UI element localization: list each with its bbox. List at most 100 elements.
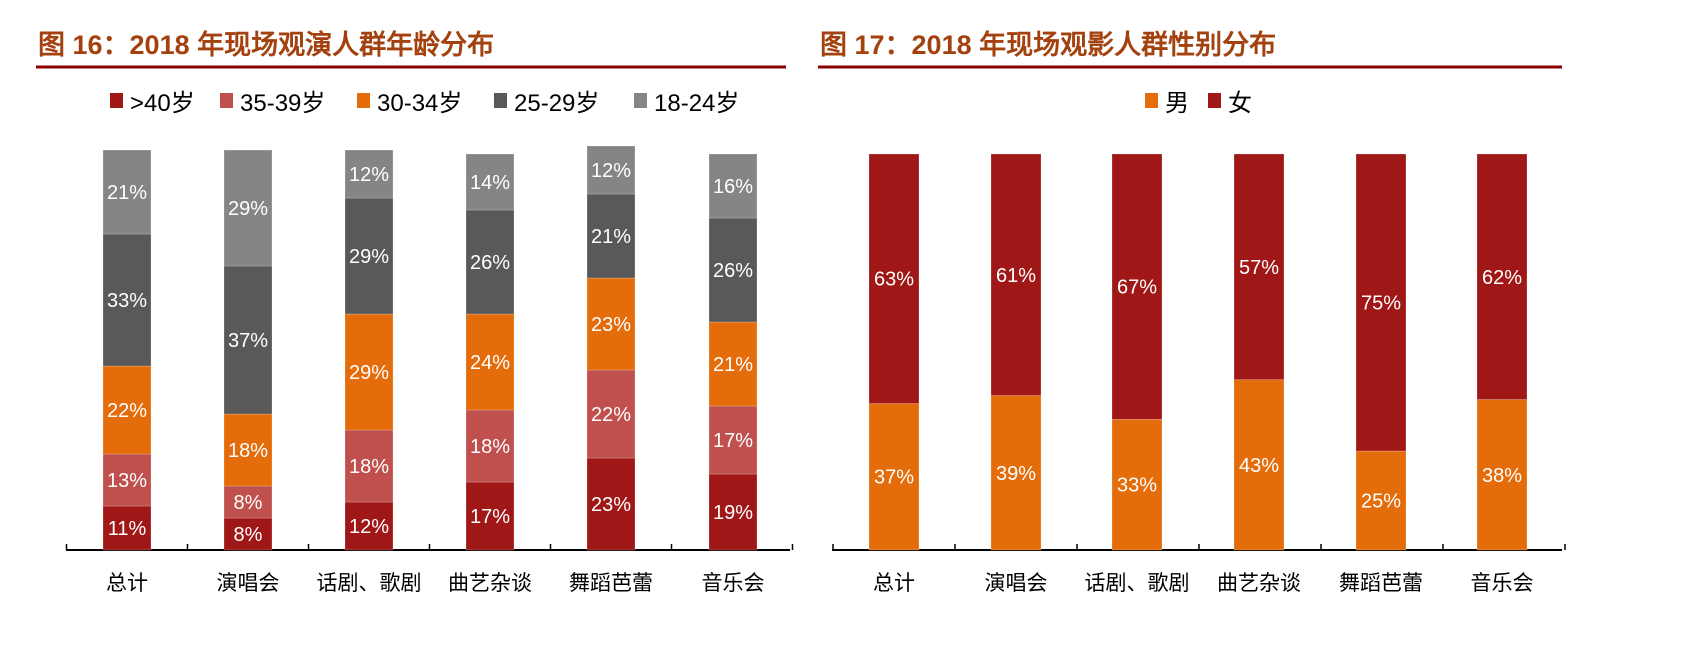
data-label: 37% [874, 467, 914, 489]
legend-label: 18-24岁 [654, 90, 739, 117]
data-label: 37% [228, 330, 268, 352]
bar-segment [223, 149, 273, 267]
bar-segment [465, 409, 515, 483]
data-label: 24% [470, 352, 510, 374]
x-tick-label: 音乐会 [702, 572, 765, 595]
data-label: 75% [1361, 293, 1401, 315]
legend-label: 25-29岁 [514, 90, 599, 117]
bar-segment [990, 395, 1042, 551]
bar-segment [465, 209, 515, 315]
data-label: 13% [107, 470, 147, 492]
bar-segment [1111, 153, 1163, 420]
bar-segment [1233, 153, 1285, 381]
data-label: 33% [107, 290, 147, 312]
legend-label: 女 [1228, 90, 1252, 117]
bar-segment [465, 313, 515, 411]
chart-title: 图 17：2018 年现场观影人群性别分布 [820, 29, 1276, 60]
bar-segment [868, 403, 920, 551]
bar-segment [102, 365, 152, 455]
bar-segment [708, 405, 758, 475]
data-label: 57% [1239, 257, 1279, 279]
bar-segment [102, 149, 152, 235]
legend-label: 30-34岁 [377, 90, 462, 117]
bar-segment [708, 153, 758, 219]
bar-segment [708, 217, 758, 323]
bar-segment [465, 481, 515, 551]
x-tick-label: 曲艺杂谈 [448, 572, 532, 595]
data-label: 21% [107, 182, 147, 204]
x-tick-label: 总计 [106, 572, 148, 595]
data-label: 8% [234, 492, 263, 514]
data-label: 17% [470, 506, 510, 528]
x-tick-label: 总计 [873, 572, 915, 595]
legend-swatch [1208, 93, 1221, 108]
x-tick-label: 音乐会 [1471, 572, 1534, 595]
data-label: 38% [1482, 465, 1522, 487]
bar-segment [223, 413, 273, 487]
bar-segment [223, 265, 273, 415]
data-label: 26% [470, 252, 510, 274]
legend-label: 35-39岁 [240, 90, 325, 117]
data-label: 29% [349, 362, 389, 384]
bar-segment [102, 505, 152, 551]
data-label: 12% [349, 516, 389, 538]
bar-segment [223, 517, 273, 551]
data-label: 12% [591, 160, 631, 182]
data-label: 12% [349, 164, 389, 186]
legend-label: >40岁 [130, 90, 195, 117]
data-label: 21% [591, 226, 631, 248]
x-tick-label: 曲艺杂谈 [1217, 572, 1301, 595]
bar-segment [708, 473, 758, 551]
data-label: 18% [349, 456, 389, 478]
x-tick-label: 舞蹈芭蕾 [569, 572, 653, 595]
data-label: 63% [874, 269, 914, 291]
data-label: 11% [108, 518, 147, 540]
bar-segment [1476, 399, 1528, 551]
bar-segment [344, 149, 394, 199]
data-label: 61% [996, 265, 1036, 287]
data-label: 23% [591, 314, 631, 336]
data-label: 43% [1239, 455, 1279, 477]
chart-title: 图 16：2018 年现场观演人群年龄分布 [38, 29, 494, 60]
x-tick-label: 演唱会 [217, 572, 280, 595]
bar-segment [102, 233, 152, 367]
data-label: 22% [107, 400, 147, 422]
bar-segment [344, 313, 394, 431]
x-tick-label: 演唱会 [985, 572, 1048, 595]
data-label: 67% [1117, 277, 1157, 299]
data-label: 39% [996, 463, 1036, 485]
bar-segment [586, 277, 636, 371]
x-tick-label: 话剧、歌剧 [317, 572, 422, 595]
data-label: 16% [713, 176, 753, 198]
legend-swatch [1145, 93, 1158, 108]
bar-segment [102, 453, 152, 507]
data-label: 29% [228, 198, 268, 220]
bar-segment [990, 153, 1042, 396]
bar-segment [465, 153, 515, 211]
data-label: 33% [1117, 475, 1157, 497]
bar-segment [708, 321, 758, 407]
bar-segment [344, 197, 394, 315]
data-label: 22% [591, 404, 631, 426]
bar-segment [586, 457, 636, 551]
data-label: 21% [713, 354, 753, 376]
data-label: 18% [470, 436, 510, 458]
x-tick-label: 舞蹈芭蕾 [1339, 572, 1423, 595]
legend-swatch [220, 93, 233, 108]
legend-swatch [110, 93, 123, 108]
legend-swatch [357, 93, 370, 108]
legend-label: 男 [1165, 90, 1189, 117]
data-label: 19% [713, 502, 753, 524]
x-tick-label: 话剧、歌剧 [1085, 572, 1190, 595]
bar-segment [1355, 153, 1407, 452]
data-label: 62% [1482, 267, 1522, 289]
data-label: 29% [349, 246, 389, 268]
bar-segment [1476, 153, 1528, 400]
bar-segment [868, 153, 920, 404]
legend-swatch [494, 93, 507, 108]
data-label: 17% [713, 430, 753, 452]
legend-swatch [634, 93, 647, 108]
data-label: 8% [234, 524, 263, 546]
data-label: 26% [713, 260, 753, 282]
